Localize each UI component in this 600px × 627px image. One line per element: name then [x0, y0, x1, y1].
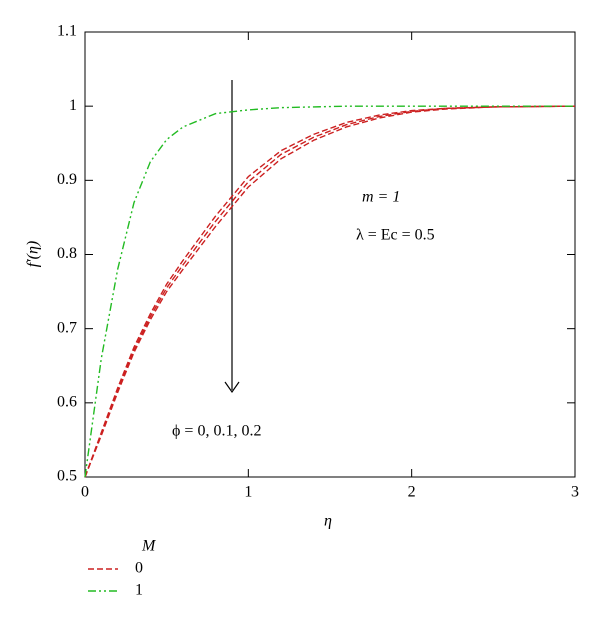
annotation: λ = Ec = 0.5: [356, 227, 435, 244]
y-tick-label: 0.7: [57, 319, 77, 336]
curve: [84, 105, 576, 478]
x-axis-label: η: [324, 513, 332, 530]
legend-label: 0: [135, 560, 143, 577]
x-tick-label: 1: [244, 484, 252, 501]
x-tick-label: 0: [81, 484, 89, 501]
plot-frame: [84, 31, 576, 478]
x-tick-label: 3: [571, 484, 579, 501]
annotation: m = 1: [362, 189, 400, 206]
x-tick-label: 2: [408, 484, 416, 501]
curve: [84, 105, 576, 478]
legend-label: 1: [135, 582, 143, 599]
y-tick-label: 0.9: [57, 171, 77, 188]
annotation: ϕ = 0, 0.1, 0.2: [172, 423, 261, 440]
y-tick-label: 0.6: [57, 394, 77, 411]
legend-title: M: [141, 538, 157, 555]
arrow-head: [224, 381, 240, 394]
y-tick-label: 0.8: [57, 245, 77, 262]
y-axis-label: f′(η): [25, 241, 42, 268]
y-tick-label: 1: [69, 97, 77, 114]
y-tick-label: 0.5: [57, 468, 77, 485]
y-tick-label: 1.1: [57, 23, 77, 40]
curve: [84, 105, 575, 478]
curve: [84, 105, 576, 478]
